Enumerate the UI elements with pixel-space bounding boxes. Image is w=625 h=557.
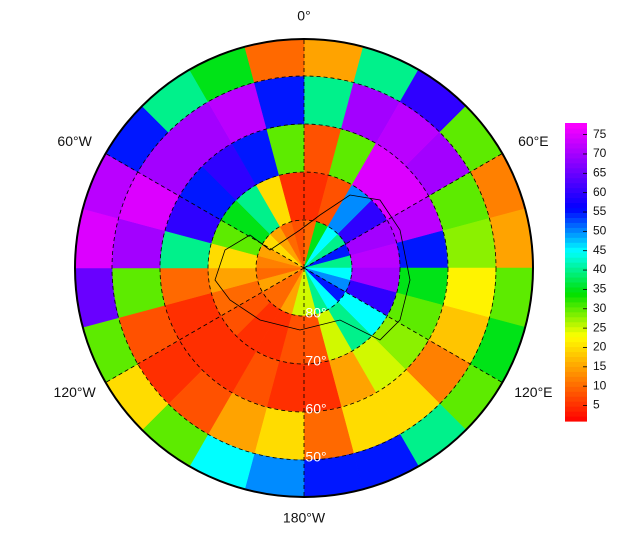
colorbar-swatch (565, 321, 587, 328)
colorbar-label: 50 (593, 224, 607, 238)
meridian (105, 153, 305, 269)
colorbar-swatch (565, 262, 587, 268)
colorbar-swatch (565, 396, 587, 402)
colorbar-swatch (565, 237, 587, 243)
colorbar-swatch (565, 356, 587, 362)
colorbar-swatch (565, 177, 587, 184)
colorbar-swatch (565, 132, 587, 139)
lat-label: 50° (305, 449, 326, 465)
lat-label: 70° (305, 353, 326, 369)
colorbar-swatch (565, 401, 587, 407)
lat-label: 60° (305, 401, 326, 417)
colorbar-swatch (565, 222, 587, 228)
map-border (74, 38, 534, 498)
colorbar-swatch (565, 242, 587, 248)
colorbar-swatch (565, 247, 587, 253)
colorbar-swatch (565, 252, 587, 258)
colorbar-swatch (565, 157, 587, 164)
colorbar: 5 10 15 20 25 30 35 40 45 50 55 60 65 70 75 (565, 123, 607, 422)
colorbar-label: 5 (593, 398, 600, 412)
colorbar-label: 45 (593, 243, 607, 257)
colorbar-swatch (565, 411, 587, 417)
colorbar-swatch (565, 162, 587, 169)
colorbar-label: 20 (593, 340, 607, 354)
colorbar-swatch (565, 267, 587, 273)
colorbar-swatch (565, 276, 587, 283)
colorbar-swatch (565, 316, 587, 323)
colorbar-swatch (565, 406, 587, 412)
colorbar-swatch (565, 386, 587, 392)
colorbar-label: 10 (593, 378, 607, 392)
colorbar-swatch (565, 137, 587, 144)
colorbar-swatch (565, 366, 587, 372)
lat-label: 80° (305, 305, 326, 321)
colorbar-swatch (565, 331, 587, 338)
colorbar-swatch (565, 296, 587, 303)
colorbar-swatch (565, 281, 587, 288)
colorbar-swatch (565, 336, 587, 343)
graticule (105, 39, 503, 497)
colorbar-swatch (565, 232, 587, 238)
meridian (303, 267, 503, 383)
colorbar-swatch (565, 152, 587, 159)
colorbar-swatch (565, 371, 587, 377)
colorbar-swatch (565, 167, 587, 174)
colorbar-label: 40 (593, 262, 607, 276)
colorbar-label: 65 (593, 165, 607, 179)
colorbar-swatch (565, 207, 587, 213)
colorbar-swatch (565, 301, 587, 308)
colorbar-swatch (565, 123, 587, 129)
meridian (303, 153, 503, 269)
colorbar-swatch (565, 286, 587, 293)
colorbar-swatch (565, 192, 587, 199)
colorbar-label: 25 (593, 320, 607, 334)
lon-label: 120°E (514, 384, 552, 400)
colorbar-label: 35 (593, 282, 607, 296)
colorbar-swatch (565, 291, 587, 298)
colorbar-swatch (565, 212, 587, 218)
colorbar-swatch (565, 311, 587, 318)
lon-label: 120°W (54, 384, 97, 400)
lon-label: 180°W (283, 510, 326, 526)
colorbar-label: 55 (593, 204, 607, 218)
lat-circle (207, 171, 401, 365)
colorbar-swatch (565, 272, 587, 278)
lon-label: 60°W (57, 133, 92, 149)
colorbar-swatch (565, 187, 587, 194)
colorbar-swatch (565, 172, 587, 179)
colorbar-swatch (565, 416, 587, 422)
colorbar-label: 15 (593, 359, 607, 373)
colorbar-swatch (565, 197, 587, 204)
colorbar-swatch (565, 391, 587, 397)
colorbar-swatch (565, 127, 587, 134)
colorbar-swatch (565, 351, 587, 358)
colorbar-swatch (565, 326, 587, 333)
lon-label: 60°E (518, 133, 549, 149)
meridian (105, 267, 305, 383)
lat-circle (255, 219, 353, 317)
colorbar-swatch (565, 376, 587, 382)
colorbar-swatch (565, 142, 587, 149)
colorbar-swatch (565, 147, 587, 154)
colorbar-swatch (565, 341, 587, 348)
coastline (214, 194, 411, 341)
lon-label: 0° (297, 8, 310, 24)
labels: 80° 70° 60° 50° 0° 60°E 120°E 180°W 120°W 60°W (54, 8, 553, 526)
colorbar-label: 30 (593, 301, 607, 315)
colorbar-swatch (565, 361, 587, 367)
colorbar-swatch (565, 202, 587, 209)
colorbar-label: 75 (593, 127, 607, 141)
colorbar-swatch (565, 346, 587, 353)
colorbar-swatch (565, 227, 587, 233)
colorbar-swatch (565, 381, 587, 387)
colorbar-swatch (565, 257, 587, 263)
colorbar-label: 60 (593, 185, 607, 199)
colorbar-swatch (565, 182, 587, 189)
colorbar-label: 70 (593, 146, 607, 160)
colorbar-swatch (565, 306, 587, 313)
colorbar-swatch (565, 217, 587, 223)
